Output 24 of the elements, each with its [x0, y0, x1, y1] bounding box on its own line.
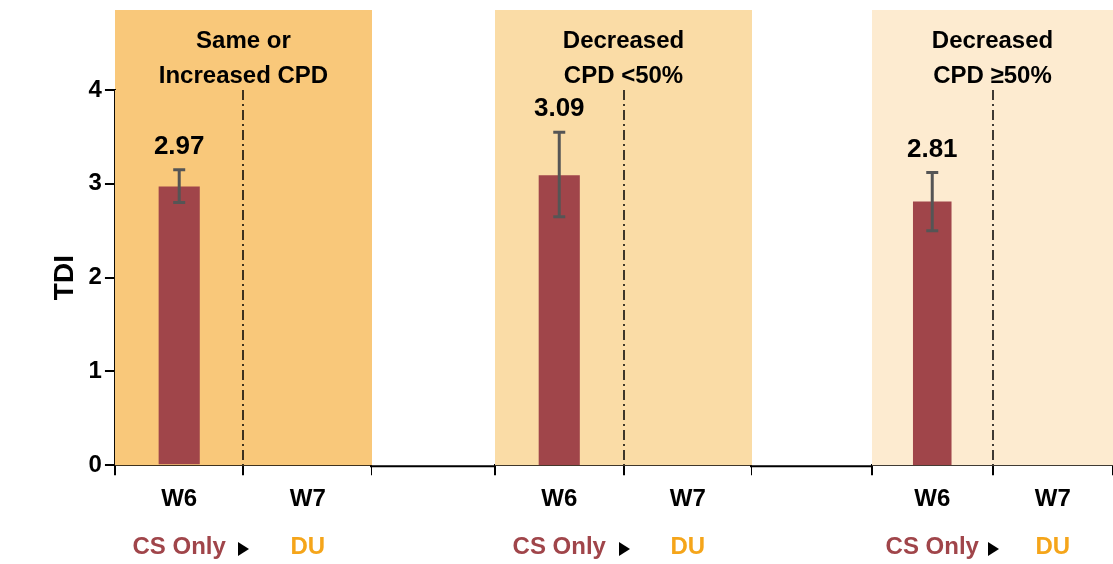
data-label: 2.97: [153, 129, 205, 160]
y-axis-title: TDI: [47, 255, 79, 301]
text: CS Only: [131, 532, 227, 560]
text: CS Only: [511, 532, 607, 560]
x-tick-label: W7: [289, 484, 326, 512]
y-tick-label: 4: [88, 74, 103, 102]
y-tick-label: 1: [88, 356, 102, 384]
text: DU: [669, 532, 707, 560]
data-label: 2.81: [906, 132, 958, 163]
x-tick-label: W7: [1034, 484, 1071, 512]
x-tick-label: W6: [914, 484, 951, 512]
text: DU: [289, 532, 327, 560]
y-tick-label: 3: [88, 168, 102, 196]
text: DU: [1034, 532, 1072, 560]
data-label: 3.09: [533, 92, 585, 123]
band-label: Decreased CPD <50%: [562, 25, 685, 88]
band-label: Decreased CPD ≥50%: [931, 25, 1054, 88]
y-tick-label: 2: [88, 262, 102, 290]
text: CS Only: [884, 532, 980, 560]
x-tick-label: W7: [669, 484, 706, 512]
x-tick-label: W6: [541, 484, 578, 512]
x-tick-label: W6: [161, 484, 198, 512]
y-tick-label: 0: [88, 449, 102, 477]
band-label: Same or Increased CPD: [158, 25, 329, 88]
